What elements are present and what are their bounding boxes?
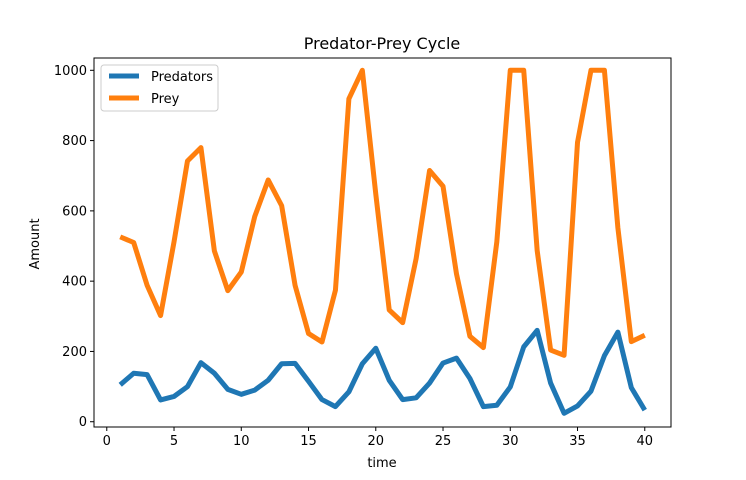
plot-area: [93, 57, 672, 428]
y-tick-label: 400: [62, 275, 87, 290]
plot-frame: [93, 57, 672, 428]
y-axis: 0 200 400 600 800 1000: [54, 64, 94, 430]
x-axis-label: time: [367, 456, 396, 471]
chart-title: Predator-Prey Cycle: [304, 34, 461, 53]
x-axis: 0 5 10 15 20 25 30 35 40: [103, 427, 653, 449]
x-tick-label: 20: [368, 434, 385, 449]
x-tick-label: 25: [435, 434, 452, 449]
x-tick-label: 30: [502, 434, 519, 449]
x-tick-label: 15: [300, 434, 317, 449]
y-tick-label: 800: [62, 134, 87, 149]
y-tick-label: 1000: [54, 64, 87, 79]
y-axis-label: Amount: [28, 218, 43, 269]
y-tick-label: 200: [62, 345, 87, 360]
series-line-prey: [119, 67, 646, 358]
legend: Predators Prey: [100, 64, 219, 112]
x-tick-label: 10: [233, 434, 250, 449]
x-tick-label: 35: [569, 434, 586, 449]
series-line-predators: [118, 327, 647, 416]
y-tick-label: 0: [79, 415, 87, 430]
legend-label-predators: Predators: [151, 70, 213, 85]
x-tick-label: 0: [103, 434, 111, 449]
x-tick-label: 5: [170, 434, 178, 449]
y-tick-label: 600: [62, 204, 87, 219]
legend-label-prey: Prey: [151, 92, 180, 107]
x-tick-label: 40: [636, 434, 653, 449]
